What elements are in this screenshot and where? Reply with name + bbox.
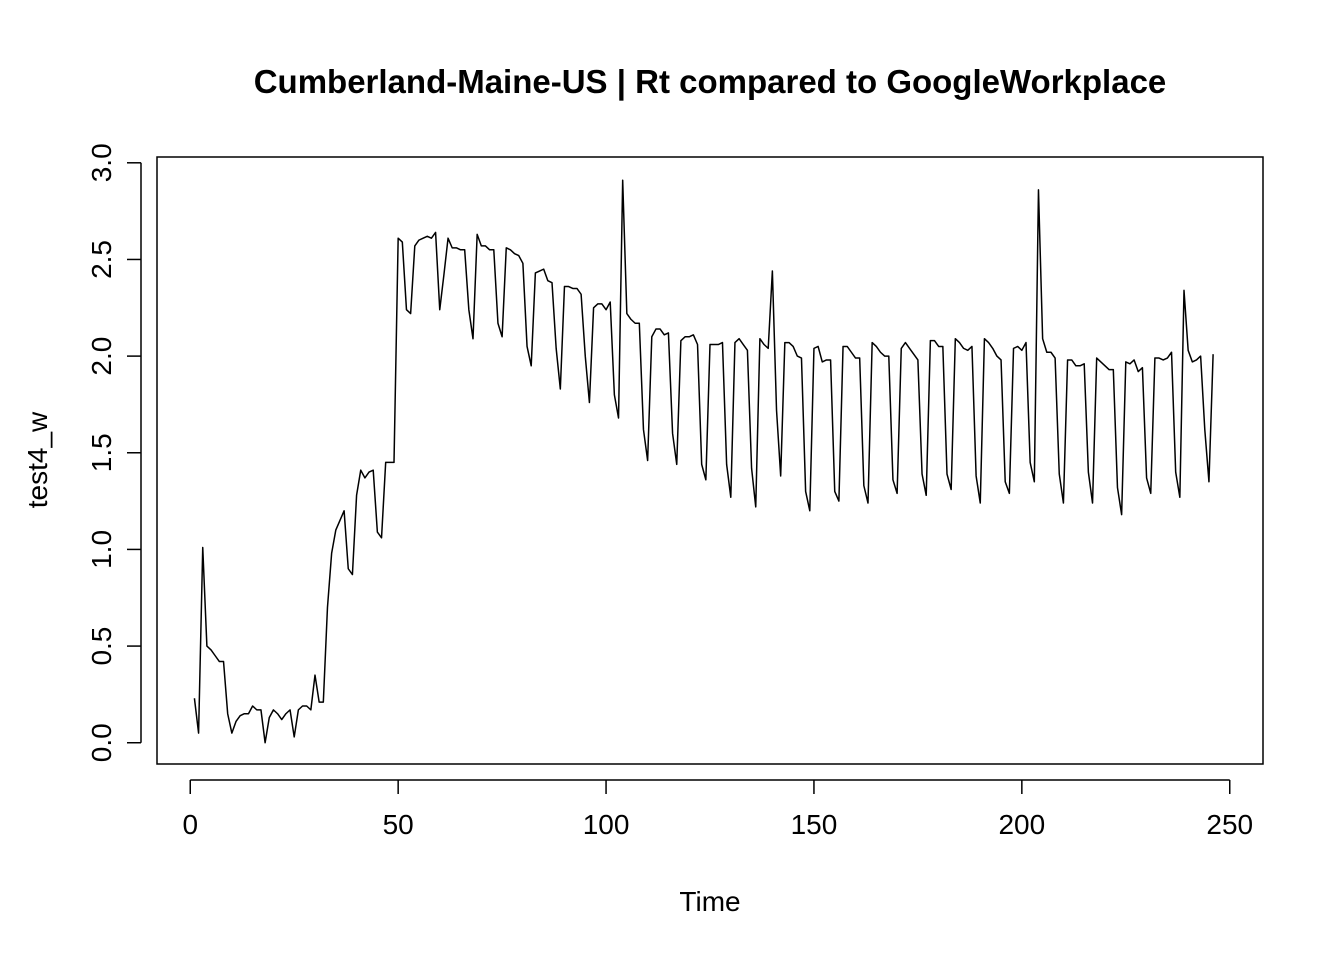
y-tick-label: 0.0 bbox=[86, 723, 117, 762]
plot-frame bbox=[156, 156, 1264, 765]
series-group bbox=[193, 179, 1214, 744]
chart-title: Cumberland-Maine-US | Rt compared to Goo… bbox=[254, 63, 1167, 100]
y-tick-label: 3.0 bbox=[86, 143, 117, 182]
x-tick-label: 0 bbox=[182, 809, 198, 840]
x-axis: 0 50 100 150 200 250 bbox=[182, 779, 1253, 840]
y-tick-label: 2.5 bbox=[86, 240, 117, 279]
x-tick-label: 150 bbox=[791, 809, 838, 840]
series-line bbox=[193, 179, 1214, 744]
x-tick-label: 200 bbox=[998, 809, 1045, 840]
x-tick-label: 100 bbox=[583, 809, 630, 840]
y-tick-label: 1.0 bbox=[86, 530, 117, 569]
x-axis-label: Time bbox=[679, 886, 740, 917]
y-tick-label: 1.5 bbox=[86, 433, 117, 472]
x-tick-label: 50 bbox=[383, 809, 414, 840]
x-tick-label: 250 bbox=[1206, 809, 1253, 840]
y-tick-label: 0.5 bbox=[86, 627, 117, 666]
y-axis: 0.0 0.5 1.0 1.5 2.0 2.5 3.0 bbox=[86, 143, 142, 762]
y-axis-label: test4_w bbox=[22, 411, 53, 508]
y-tick-label: 2.0 bbox=[86, 337, 117, 376]
